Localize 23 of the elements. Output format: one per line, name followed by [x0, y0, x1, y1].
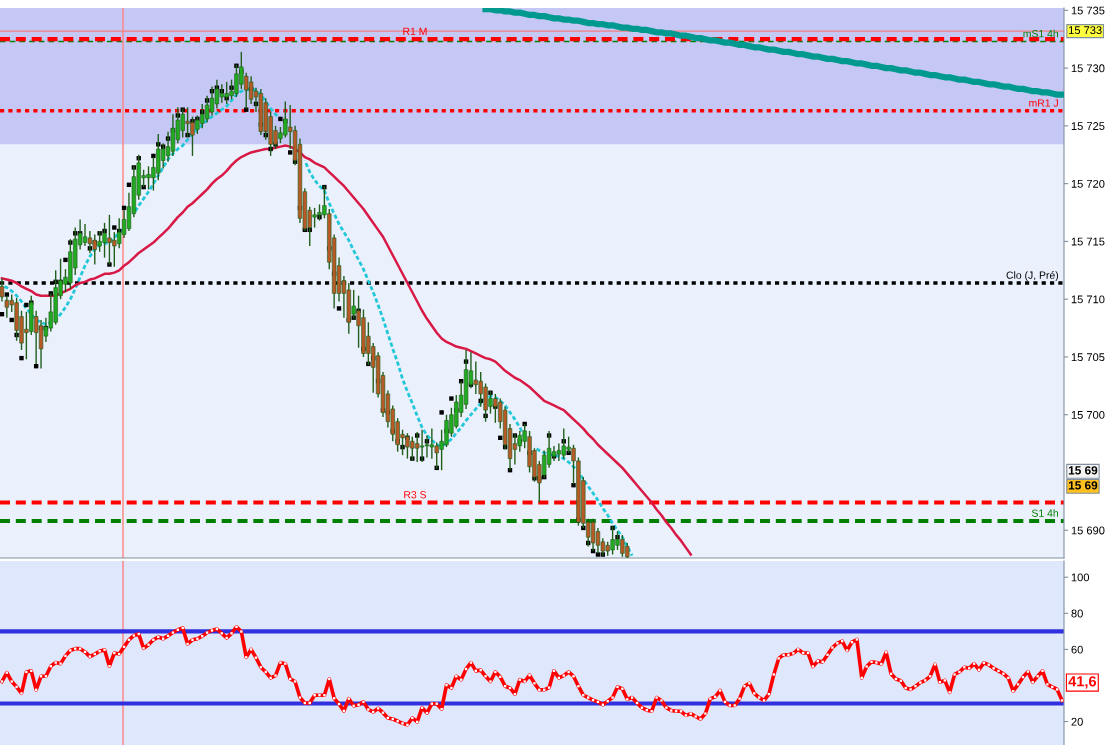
y-tick-label: 20 [1071, 717, 1083, 726]
annotation: 15 69 [1068, 466, 1098, 475]
annotation: 41,6 [1068, 676, 1097, 689]
ref-line-label: S1 4h [1031, 509, 1059, 517]
y-tick-label: 15 715 [1071, 237, 1105, 246]
y-tick-label: 15 710 [1071, 295, 1105, 304]
y-tick-label: 15 700 [1071, 410, 1105, 419]
y-tick-label: 15 730 [1071, 64, 1105, 73]
y-tick-label: 15 725 [1071, 122, 1105, 130]
annotation: 15 69 [1068, 481, 1098, 490]
ref-line-label: R3 S [404, 491, 427, 499]
y-tick-label: 100 [1071, 573, 1090, 582]
y-tick-label: 15 690 [1071, 526, 1105, 535]
ref-line-label: R1 M [403, 27, 427, 35]
y-tick-label: 60 [1071, 645, 1083, 654]
y-tick-label: 15 720 [1071, 179, 1105, 188]
ref-line-label: Clo (J, Pré) [1006, 271, 1059, 281]
y-tick-label: 15 735 [1071, 6, 1105, 15]
ref-line-label: mR1 J [1029, 99, 1058, 107]
y-tick-label: 15 705 [1071, 353, 1105, 362]
ref-line-label: mS1 4h [1023, 29, 1059, 38]
y-tick-label: 80 [1071, 609, 1083, 618]
annotation: 15 733 [1069, 26, 1102, 35]
